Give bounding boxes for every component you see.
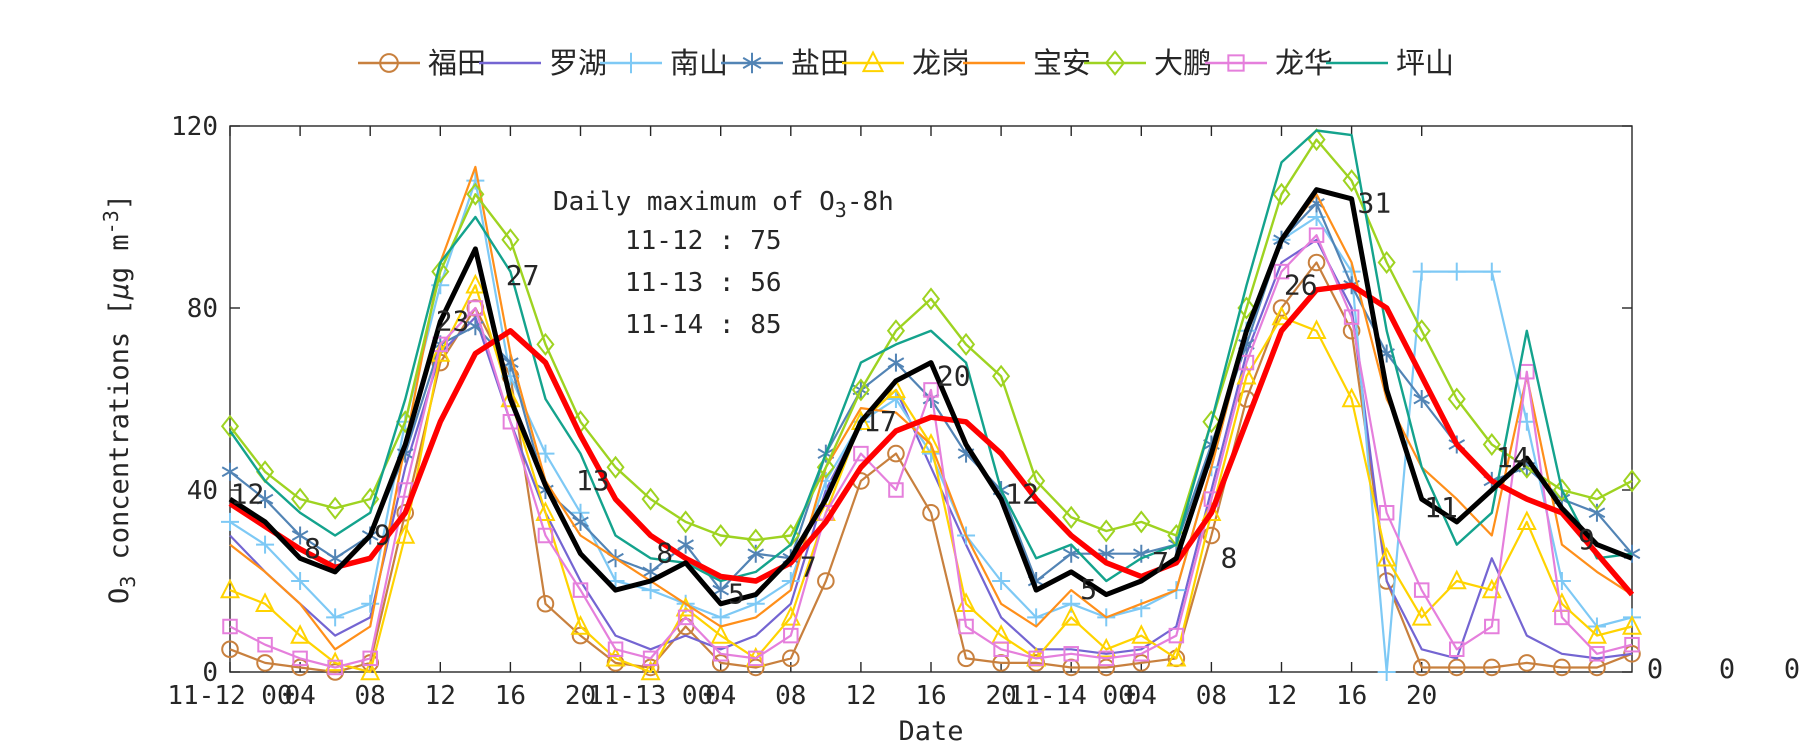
x-tick-label: 12 bbox=[845, 681, 876, 711]
legend-item-luohu: 罗湖 bbox=[479, 46, 607, 80]
y-label-mu: μ bbox=[104, 283, 135, 300]
x-tick-label: 12 bbox=[425, 681, 456, 711]
x-tick-label: 11-14 00 bbox=[1009, 681, 1134, 711]
point-label: 7 bbox=[1152, 546, 1169, 579]
y-label-mid: concentrations [ bbox=[104, 299, 135, 575]
point-label: 8 bbox=[1220, 541, 1237, 574]
x-axis-label: Date bbox=[898, 716, 963, 747]
point-label: 20 bbox=[937, 359, 971, 392]
legend-item-longhua: 龙华 bbox=[1205, 46, 1333, 80]
legend-label-futian: 福田 bbox=[428, 46, 486, 80]
point-label: 5 bbox=[1080, 573, 1097, 606]
legend-item-nanshan: 南山 bbox=[600, 46, 728, 80]
overlay-line-mean bbox=[228, 187, 1633, 607]
annotation-row-1: 11-12 : 75 bbox=[625, 226, 782, 256]
point-label: 8 bbox=[656, 537, 673, 570]
legend-label-pingshan: 坪山 bbox=[1396, 46, 1454, 80]
series-line-dapeng bbox=[229, 138, 1633, 542]
y-label-post: ] bbox=[104, 194, 135, 210]
point-label: 14 bbox=[1496, 441, 1530, 474]
series-markers-nanshan bbox=[221, 171, 1641, 681]
annotation-row-3: 11-14 : 85 bbox=[625, 310, 782, 340]
annotation-title-post: -8h bbox=[847, 187, 894, 217]
y-tick-label: 40 bbox=[187, 476, 218, 506]
point-label: 9 bbox=[1578, 523, 1595, 556]
point-label: 27 bbox=[506, 259, 540, 292]
x-tick-label: 11-12 00 bbox=[167, 681, 292, 711]
point-label: 7 bbox=[800, 550, 817, 583]
x-tick-label: 04 bbox=[705, 681, 736, 711]
series-line-baoan bbox=[229, 165, 1633, 651]
series-line-longhua bbox=[229, 234, 1633, 669]
stray-zero-3: 0 bbox=[1784, 654, 1800, 685]
overlay-lines bbox=[228, 187, 1635, 607]
point-label: 13 bbox=[576, 464, 610, 497]
annotation-title: Daily maximum of O3-8h bbox=[553, 187, 894, 222]
y-label-sub: 3 bbox=[116, 576, 140, 588]
legend-label-nanshan: 南山 bbox=[670, 46, 728, 80]
stray-zero-2: 0 bbox=[1719, 654, 1735, 685]
x-tick-label: 20 bbox=[1406, 681, 1437, 711]
point-label: 26 bbox=[1284, 268, 1318, 301]
x-tick-label: 16 bbox=[915, 681, 946, 711]
stray-zero-1: 0 bbox=[1647, 654, 1663, 685]
legend-label-baoan: 宝安 bbox=[1033, 46, 1091, 80]
y-axis-label: O3 concentrations [μg m-3] bbox=[99, 194, 140, 604]
point-label: 12 bbox=[1005, 478, 1039, 511]
legend-label-dapeng: 大鹏 bbox=[1154, 46, 1212, 80]
y-label-sup: -3 bbox=[99, 210, 123, 234]
point-label: 5 bbox=[728, 578, 745, 611]
annotation-title-pre: Daily maximum of O bbox=[553, 187, 835, 217]
x-tick-label: 16 bbox=[1336, 681, 1367, 711]
legend-item-pingshan: 坪山 bbox=[1326, 46, 1454, 80]
point-label: 11 bbox=[1424, 491, 1458, 524]
x-tick-label: 08 bbox=[355, 681, 386, 711]
x-tick-label: 16 bbox=[495, 681, 526, 711]
point-label: 8 bbox=[304, 532, 321, 565]
legend-label-longgang: 龙岗 bbox=[912, 46, 970, 80]
legend-item-futian: 福田 bbox=[358, 46, 486, 80]
point-label: 23 bbox=[436, 305, 470, 338]
x-tick-label: 04 bbox=[284, 681, 315, 711]
overlay-line-o3-8h bbox=[228, 282, 1635, 597]
annotation-row-2: 11-13 : 56 bbox=[625, 268, 782, 298]
legend: 福田 罗湖 南山 盐田 龙岗 宝安 大鹏 龙华 坪山 bbox=[358, 46, 1454, 80]
x-tick-label: 20 bbox=[985, 681, 1016, 711]
point-labels: 12 8 9 23 27 13 8 5 7 17 20 12 5 7 8 26 31 11 14 9 bbox=[231, 186, 1595, 610]
y-label-mid2: g m bbox=[104, 234, 135, 283]
legend-item-dapeng: 大鹏 bbox=[1084, 46, 1212, 80]
axes-box bbox=[229, 125, 1633, 673]
legend-item-baoan: 宝安 bbox=[963, 46, 1091, 80]
series-line-luohu bbox=[229, 238, 1633, 660]
x-tick-label: 11-13 00 bbox=[588, 681, 713, 711]
series-line-pingshan bbox=[229, 129, 1633, 583]
legend-item-yantian: 盐田 bbox=[721, 46, 849, 80]
x-tick-label: 20 bbox=[565, 681, 596, 711]
y-tick-label: 80 bbox=[187, 294, 218, 324]
series-markers-longhua bbox=[222, 227, 1640, 676]
point-label: 9 bbox=[374, 519, 391, 552]
annotation-title-sub: 3 bbox=[835, 198, 847, 222]
legend-label-longhua: 龙华 bbox=[1275, 46, 1333, 80]
legend-item-longgang: 龙岗 bbox=[842, 46, 970, 80]
x-tick-label: 08 bbox=[775, 681, 806, 711]
series-lines bbox=[219, 128, 1643, 681]
x-tick-label: 12 bbox=[1266, 681, 1297, 711]
x-tick-label: 04 bbox=[1126, 681, 1157, 711]
point-label: 17 bbox=[863, 405, 897, 438]
legend-label-yantian: 盐田 bbox=[791, 46, 849, 80]
series-line-futian bbox=[229, 261, 1633, 674]
point-label: 31 bbox=[1358, 186, 1392, 219]
y-tick-label: 120 bbox=[171, 112, 218, 142]
y-label-pre: O bbox=[104, 588, 135, 604]
point-label: 12 bbox=[231, 478, 265, 511]
y-tick-label: 0 bbox=[202, 658, 218, 688]
x-tick-label: 08 bbox=[1196, 681, 1227, 711]
legend-label-luohu: 罗湖 bbox=[549, 46, 607, 80]
